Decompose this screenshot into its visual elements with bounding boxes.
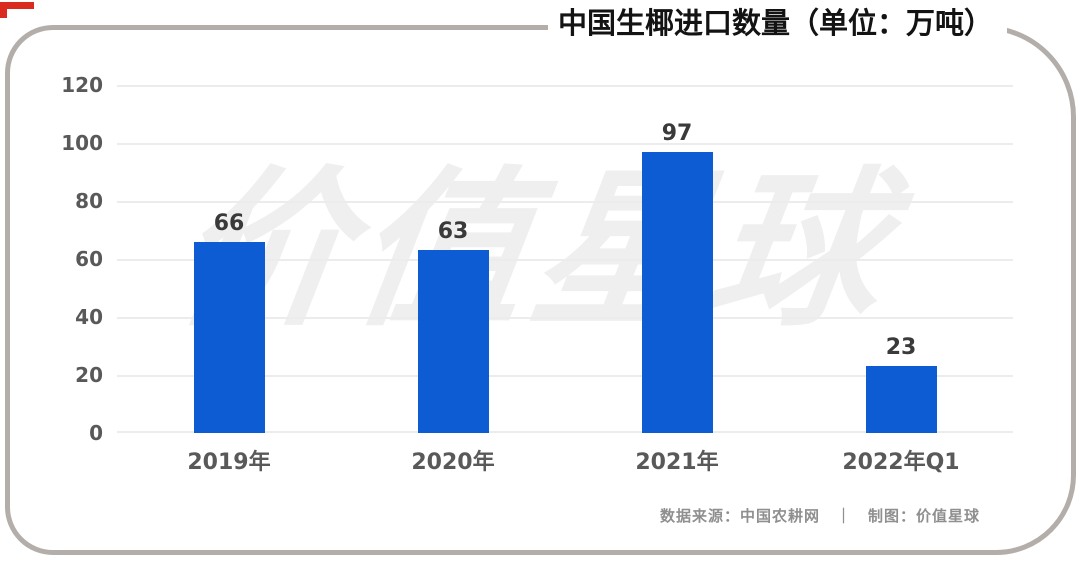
gridline-100 <box>117 143 1013 145</box>
value-label-2020: 63 <box>437 219 469 244</box>
gridline-0 <box>117 431 1013 433</box>
bar-2019 <box>193 242 265 433</box>
chart-title: 中国生椰进口数量（单位：万吨） <box>548 0 1008 46</box>
y-axis-tick-120: 120 <box>61 73 103 97</box>
x-axis-label-2020: 2020年 <box>411 450 495 475</box>
x-axis-label-2021: 2021年 <box>635 450 719 475</box>
corner-bracket-vertical <box>0 2 7 18</box>
x-axis-label-2022q1: 2022年Q1 <box>842 450 960 475</box>
footer-separator: ｜ <box>835 507 852 525</box>
y-axis-tick-40: 40 <box>75 305 103 329</box>
corner-bracket-decoration <box>0 2 34 18</box>
value-label-2022q1: 23 <box>885 335 917 360</box>
data-source-text: 数据来源：中国农耕网 <box>659 507 820 525</box>
x-axis-label-2019: 2019年 <box>187 450 271 475</box>
chart-card <box>5 25 1076 555</box>
bar-column-2022q1: 23 <box>789 85 1013 433</box>
gridline-40 <box>117 317 1013 319</box>
gridline-120 <box>117 85 1013 87</box>
bar-2020 <box>417 250 489 433</box>
bar-column-2019: 66 <box>117 85 341 433</box>
y-axis-tick-100: 100 <box>61 131 103 155</box>
plot-area <box>117 85 1013 433</box>
y-axis-tick-0: 0 <box>89 421 103 445</box>
corner-bracket-horizontal <box>0 2 34 9</box>
bar-column-2020: 63 <box>341 85 565 433</box>
gridline-80 <box>117 201 1013 203</box>
gridline-60 <box>117 259 1013 261</box>
value-label-2021: 97 <box>661 121 693 146</box>
chart-credit-text: 制图：价值星球 <box>867 507 980 525</box>
gridline-20 <box>117 375 1013 377</box>
footer: 数据来源：中国农耕网 ｜ 制图：价值星球 <box>660 505 980 526</box>
bar-column-2021: 97 <box>565 85 789 433</box>
x-axis-labels: 2019年 2020年 2021年 2022年Q1 <box>117 444 1013 476</box>
y-axis-tick-20: 20 <box>75 363 103 387</box>
y-axis-tick-60: 60 <box>75 247 103 271</box>
bars-container: 66 63 97 23 <box>117 85 1013 433</box>
y-axis-tick-80: 80 <box>75 189 103 213</box>
value-label-2019: 66 <box>213 211 245 236</box>
bar-2022q1 <box>865 366 937 433</box>
bar-2021 <box>641 152 713 433</box>
